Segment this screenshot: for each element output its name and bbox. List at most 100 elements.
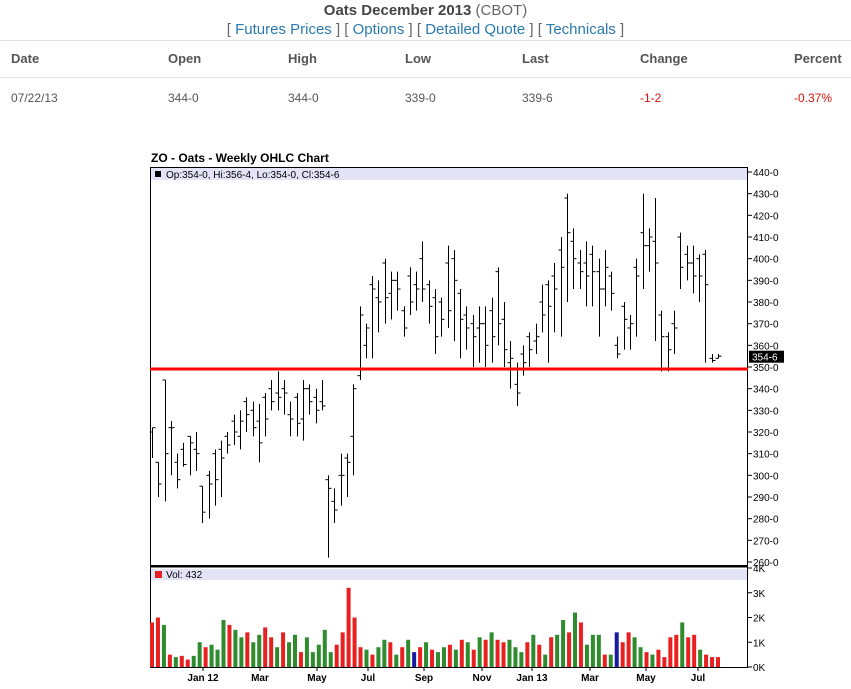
volume-bar [322, 629, 327, 667]
ohlc-bar [212, 449, 219, 506]
ohlc-bar [482, 306, 489, 367]
volume-bar [459, 639, 464, 667]
ohlc-bar [413, 271, 420, 311]
divider [0, 40, 851, 41]
volume-bar [292, 634, 297, 667]
ohlc-bar [665, 332, 672, 372]
volume-bar [370, 654, 375, 667]
ohlc-bar [287, 401, 294, 437]
x-tick-label: Jul [361, 673, 376, 684]
link-technicals[interactable]: Technicals [545, 21, 616, 38]
ohlc-bar [407, 267, 414, 315]
ohlc-bar [602, 250, 609, 307]
ohlc-bar [520, 345, 527, 376]
col-change: Change [640, 51, 688, 66]
ohlc-bar [677, 232, 684, 289]
ohlc-bar [243, 397, 250, 432]
volume-bar [495, 639, 500, 667]
volume-bar [150, 622, 154, 667]
ohlc-bar [451, 250, 458, 341]
volume-legend: Vol: 432 [166, 570, 203, 581]
volume-bar [596, 634, 601, 667]
chart-title: ZO - Oats - Weekly OHLC Chart [151, 151, 329, 165]
volume-bar [215, 649, 220, 667]
ohlc-bar [256, 403, 263, 463]
volume-bar [644, 652, 649, 667]
volume-bar [471, 649, 476, 667]
price-tick-label: 340-0 [753, 385, 779, 396]
divider [0, 77, 851, 78]
volume-bar [334, 644, 339, 667]
ohlc-bar [262, 393, 269, 437]
price-tick-label: 410-0 [753, 233, 779, 244]
price-tick-label: 330-0 [753, 406, 779, 417]
col-date: Date [11, 51, 40, 66]
ohlc-bar [457, 289, 464, 359]
ohlc-bar [696, 254, 703, 302]
volume-bar [710, 657, 715, 667]
ohlc-bar [319, 380, 326, 411]
volume-bar [412, 652, 417, 667]
ohlc-bar [268, 380, 275, 411]
price-tick-label: 280-0 [753, 515, 779, 526]
volume-bar [614, 632, 619, 667]
ohlc-bar [583, 241, 590, 307]
ohlc-bar [570, 228, 577, 289]
ohlc-bar [344, 453, 351, 497]
volume-bar [179, 655, 184, 667]
volume-bar [155, 617, 160, 667]
ohlc-bar [294, 393, 301, 437]
volume-bar [590, 634, 595, 667]
volume-bar [424, 642, 429, 667]
ohlc-bar [539, 284, 546, 333]
cell-open: 344-0 [168, 91, 199, 105]
ohlc-bar [577, 250, 584, 289]
volume-bar [549, 637, 554, 667]
ohlc-bar [174, 453, 181, 489]
volume-bar [233, 629, 238, 667]
link-options[interactable]: Options [352, 21, 405, 38]
ohlc-bar [432, 289, 439, 354]
volume-bar [447, 644, 452, 667]
ohlc-bar [614, 336, 621, 359]
volume-bar [704, 654, 709, 667]
ohlc-bar [300, 380, 307, 441]
exchange-name: (CBOT) [475, 2, 528, 19]
ohlc-bar [275, 371, 282, 411]
price-tick-label: 270-0 [753, 536, 779, 547]
ohlc-bar [621, 302, 628, 350]
ohlc-bar [394, 271, 401, 311]
volume-bar [394, 654, 399, 667]
ohlc-bar [646, 228, 653, 272]
volume-bar [251, 642, 256, 667]
volume-bar [287, 642, 292, 667]
volume-bar [620, 642, 625, 667]
link-futures-prices[interactable]: Futures Prices [235, 21, 332, 38]
ohlc-bar [338, 453, 345, 506]
price-tick-label: 360-0 [753, 341, 779, 352]
volume-bar [221, 619, 226, 667]
volume-bar [328, 652, 333, 667]
volume-bar [543, 654, 548, 667]
volume-bar [632, 637, 637, 667]
volume-bar [513, 647, 518, 667]
link-detailed-quote[interactable]: Detailed Quote [425, 21, 526, 38]
ohlc-bar [363, 323, 370, 359]
ohlc-bar [564, 193, 571, 302]
x-tick-label: Nov [473, 673, 492, 684]
ohlc-bar [224, 432, 231, 454]
volume-bar [680, 622, 685, 667]
volume-bar [191, 655, 196, 667]
col-low: Low [405, 51, 431, 66]
x-tick-label: Mar [251, 673, 269, 684]
ohlc-bar [596, 258, 603, 337]
volume-bar [418, 647, 423, 667]
volume-tick-label: 1K [753, 638, 766, 649]
cell-last: 339-6 [522, 91, 553, 105]
ohlc-bar [715, 354, 722, 359]
last-price-label: 354-6 [752, 353, 778, 364]
x-tick-label: Mar [581, 673, 599, 684]
volume-bar [161, 624, 166, 667]
nav-links: [ Futures Prices ] [ Options ] [ Detaile… [226, 21, 625, 38]
